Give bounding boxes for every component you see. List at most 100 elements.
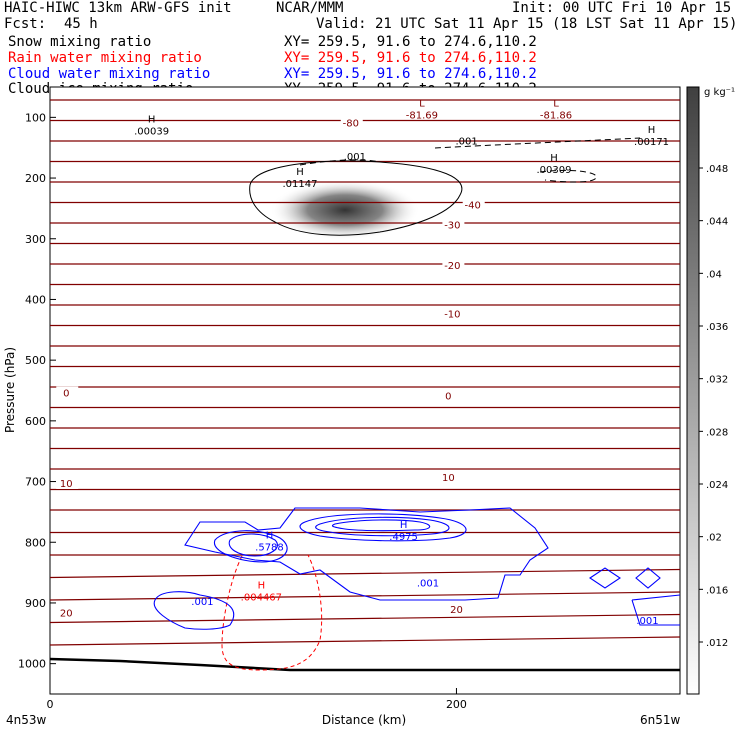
isotherm-label-bg	[56, 606, 79, 619]
field-name-rain: Rain water mixing ratio	[8, 50, 202, 66]
colorbar-tick-label: .024	[706, 480, 728, 491]
colorbar-tick-label: .036	[706, 322, 728, 333]
extremum-value: .00171	[634, 137, 669, 148]
cloud-water-contours	[153, 507, 681, 630]
snow-shading	[270, 180, 420, 240]
y-tick-label: 100	[25, 111, 46, 124]
cloud-ice-contours	[249, 137, 641, 236]
contour-label: .001	[344, 152, 366, 163]
isotherm-label-bg	[438, 389, 461, 402]
isotherm-label-bg	[442, 218, 465, 231]
colorbar-tick-label: .012	[706, 638, 728, 649]
forecast-label: Fcst:	[4, 16, 47, 32]
extremum-marker: H	[258, 580, 266, 591]
y-tick-label: 300	[25, 233, 46, 246]
y-tick-label: 400	[25, 293, 46, 306]
valid-time: Valid: 21 UTC Sat 11 Apr 15 (18 LST Sat …	[316, 16, 738, 32]
y-tick-label: 600	[25, 415, 46, 428]
plot-area	[49, 86, 681, 695]
end-point-label: 6n51w	[640, 713, 681, 727]
x-tick-label: 200	[446, 698, 467, 711]
rain-contour	[221, 554, 323, 671]
extremum-marker: H	[148, 114, 156, 125]
isotherm-label: 0	[445, 392, 451, 403]
colorbar-tick-label: .032	[706, 375, 728, 386]
extremum-marker: H	[296, 167, 304, 178]
extremum-marker: H	[550, 153, 558, 164]
extremum-marker: H	[648, 125, 656, 136]
field-name-cloud-water: Cloud water mixing ratio	[8, 66, 211, 82]
cloud-water-ring-6	[331, 519, 431, 532]
cloud-water-ring-3	[228, 533, 278, 557]
y-axis-label: Pressure (hPa)	[3, 347, 17, 433]
colorbar-tick-label: .016	[706, 585, 728, 596]
extremum-value: .01147	[282, 179, 317, 190]
y-tick-label: 200	[25, 172, 46, 185]
isotherm-line	[49, 636, 681, 646]
forecast-hours: 45 h	[64, 16, 98, 32]
ice-contour-dashed-right	[434, 137, 641, 183]
field-name-snow: Snow mixing ratio	[8, 34, 152, 50]
cloud-water-ring-5	[315, 516, 450, 537]
colorbar-gradient	[686, 86, 700, 695]
isotherm-label-bg	[56, 476, 79, 489]
isotherm-line	[49, 613, 681, 624]
isotherm-label-bg	[442, 259, 465, 272]
colorbar: g kg⁻¹ .012 .016 .02 .024 .028 .032 .036 .04 .04…	[686, 86, 735, 695]
contour-label: .001	[417, 579, 439, 590]
contour-label: .001	[455, 137, 477, 148]
y-tick-label: 800	[25, 536, 46, 549]
extremum-marker: H	[266, 531, 274, 542]
colorbar-tick-label: .048	[706, 164, 728, 175]
isotherm-label: 0	[63, 389, 69, 400]
isotherm-label-bg	[340, 116, 363, 129]
isotherm-label-bg	[438, 470, 461, 483]
cloud-water-outer	[184, 507, 549, 601]
isotherm-label-bg	[56, 386, 79, 399]
org-label: NCAR/MMM	[276, 0, 344, 16]
colorbar-tick-label: .028	[706, 427, 728, 438]
extremum-value: .5788	[255, 543, 284, 554]
ice-contour-small-dash	[299, 159, 381, 166]
cloud-water-ring-2	[214, 530, 288, 563]
isotherm-label: -80	[343, 118, 359, 129]
isotherm-label-bg	[462, 198, 485, 211]
cloud-water-right-3	[631, 594, 681, 626]
isotherm-line	[49, 568, 681, 579]
x-axis-label: Distance (km)	[322, 713, 406, 727]
isotherm-label: -20	[444, 261, 460, 272]
colorbar-units: g kg⁻¹	[704, 87, 735, 98]
isotherm-label: 10	[442, 473, 455, 484]
extremum-marker: L	[419, 98, 425, 109]
temperature-isotherms	[49, 99, 681, 646]
terrain-line	[49, 657, 680, 672]
extremum-marker: H	[400, 520, 408, 531]
start-point-label: 4n53w	[6, 713, 47, 727]
extremum-value: -81.69	[406, 110, 438, 121]
extremum-value: .4975	[389, 532, 418, 543]
colorbar-tick-label: .044	[706, 217, 728, 228]
y-tick-label: 900	[25, 597, 46, 610]
plot-title: HAIC-HIWC 13km ARW-GFS init	[4, 0, 232, 16]
field-xy-cloud-water: XY= 259.5, 91.6 to 274.6,110.2	[284, 66, 537, 82]
isotherm-label: -30	[444, 220, 460, 231]
cloud-water-ring-4	[299, 513, 467, 542]
y-tick-label: 700	[25, 476, 46, 489]
cloud-water-right-1	[589, 567, 621, 589]
extremum-value: .00309	[537, 165, 572, 176]
isotherm-label: 20	[450, 605, 463, 616]
isotherm-label: -10	[444, 310, 460, 321]
isotherm-label-bg	[446, 603, 469, 616]
extremum-value: .004467	[241, 592, 282, 603]
field-xy-rain: XY= 259.5, 91.6 to 274.6,110.2	[284, 50, 537, 66]
extremum-value: -81.86	[540, 110, 572, 121]
isotherm-label: 20	[60, 608, 73, 619]
y-tick-label: 1000	[18, 658, 46, 671]
extremum-value: .00039	[134, 126, 169, 137]
contour-label: .001	[636, 616, 658, 627]
cloud-water-left	[153, 591, 235, 630]
isotherm-label-bg	[442, 307, 465, 320]
contour-label: .001	[191, 597, 213, 608]
